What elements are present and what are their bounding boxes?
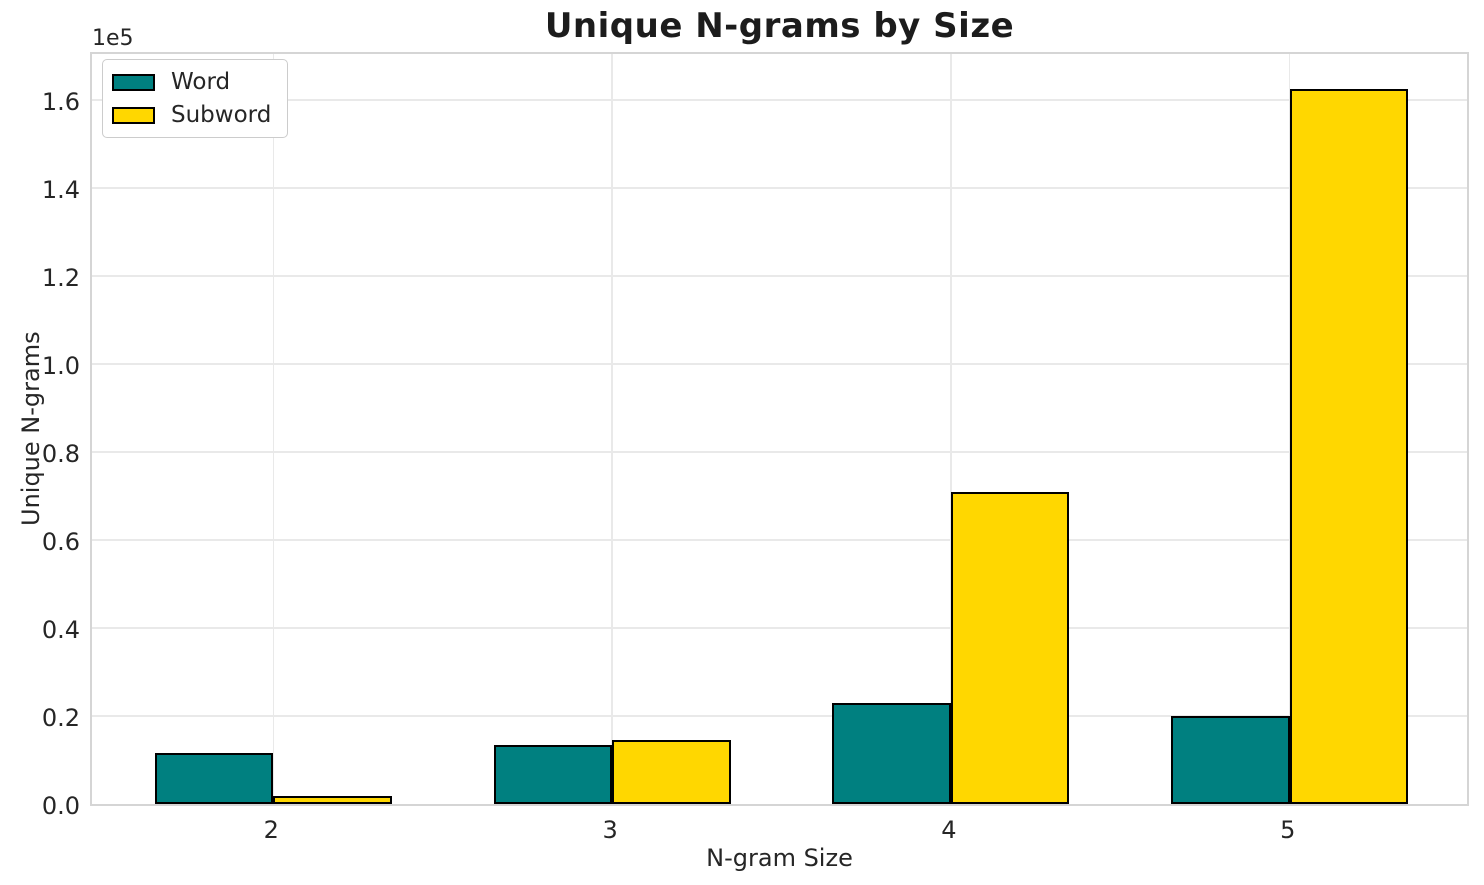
bar-subword-3 [612,739,731,804]
y-axis-label: Unique N-grams [17,331,45,527]
bar-word-3 [493,744,613,804]
bar-subword-5 [1289,89,1409,804]
h-gridline [92,275,1467,277]
y-tick-label: 1.2 [41,264,80,293]
y-tick-label: 0.8 [41,440,80,469]
bar-word-4 [832,702,951,804]
y-tick-label: 1.0 [41,352,80,381]
h-gridline [92,539,1467,541]
bar-subword-4 [950,491,1070,804]
legend-item-subword: Subword [112,102,271,128]
y-tick-label: 1.4 [41,176,80,205]
bar-subword-2 [273,796,392,804]
y-axis-offset-text: 1e5 [92,26,134,51]
h-gridline [92,451,1467,453]
legend-item-word: Word [112,69,271,95]
word-swatch-icon [112,73,155,91]
bar-word-2 [154,752,274,804]
h-gridline [92,363,1467,365]
subword-swatch-icon [112,106,155,124]
h-gridline [92,715,1467,717]
h-gridline [92,627,1467,629]
y-tick-label: 1.6 [41,88,80,117]
chart-title: Unique N-grams by Size [544,6,1015,46]
legend-label-subword: Subword [171,102,272,128]
plot-area: Word Subword [90,52,1469,806]
x-tick-label: 4 [941,816,957,844]
v-gridline [611,54,613,804]
legend-label-word: Word [171,69,231,95]
h-gridline [92,187,1467,189]
x-tick-label: 3 [602,816,618,844]
y-tick-label: 0.6 [41,528,80,557]
legend: Word Subword [102,59,289,138]
h-gridline [92,99,1467,101]
v-gridline [950,54,952,804]
x-tick-label: 2 [263,816,279,844]
v-gridline [272,54,275,804]
x-axis-label: N-gram Size [706,844,853,872]
bar-word-5 [1171,716,1290,804]
y-tick-label: 0.2 [41,704,80,733]
y-tick-label: 0.4 [41,616,80,645]
y-tick-label: 0.0 [41,792,80,820]
x-tick-label: 5 [1280,816,1296,844]
